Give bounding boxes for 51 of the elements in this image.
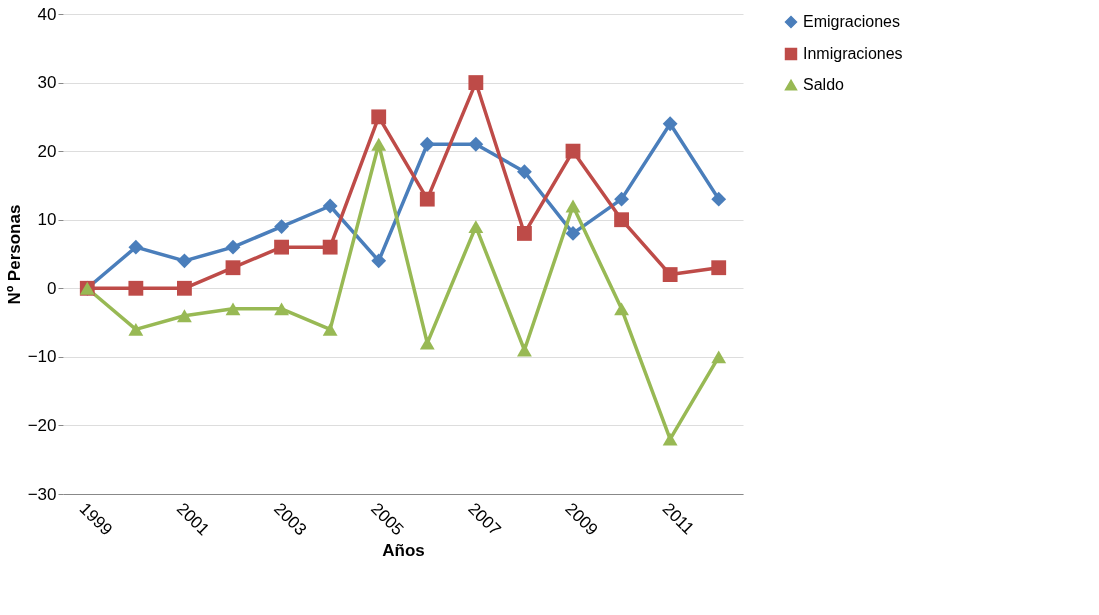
legend-label: Inmigraciones: [803, 45, 903, 62]
point: [662, 267, 678, 282]
point: [177, 280, 192, 296]
point: [274, 219, 289, 234]
point: [468, 75, 484, 90]
point: [177, 309, 192, 323]
point: [517, 164, 532, 180]
point: [274, 239, 289, 255]
point: [225, 239, 241, 255]
point: [371, 137, 387, 151]
point: [614, 191, 629, 207]
point: [565, 143, 581, 159]
y-tick-label: 40: [37, 4, 57, 24]
point: [225, 260, 241, 276]
legend-label: Saldo: [803, 76, 845, 93]
y-tick-label: 10: [37, 210, 57, 230]
y-tick-label: −10: [27, 347, 57, 367]
y-tick-label: 0: [47, 278, 57, 298]
y-tick-label: 20: [37, 141, 57, 161]
point: [225, 302, 241, 316]
point: [128, 323, 144, 336]
point: [711, 350, 727, 364]
point: [128, 239, 144, 255]
point: [517, 343, 532, 357]
point: [371, 253, 387, 269]
point: [711, 260, 727, 276]
point: [128, 280, 144, 296]
point: [419, 191, 435, 207]
point: [371, 109, 387, 125]
point: [565, 199, 581, 213]
point: [274, 302, 289, 316]
point: [517, 226, 532, 241]
point: [419, 136, 435, 152]
point: [614, 212, 629, 228]
point: [419, 336, 435, 350]
point: [662, 116, 678, 132]
y-tick-label: −30: [27, 484, 57, 504]
point: [711, 191, 727, 207]
point: [468, 220, 484, 233]
point: [662, 432, 678, 446]
point: [468, 136, 484, 152]
point: [322, 198, 338, 214]
point: [322, 323, 338, 336]
y-tick-label: 30: [37, 73, 57, 93]
x-axis-title: Años: [382, 540, 425, 560]
point: [177, 253, 192, 269]
point: [614, 302, 629, 316]
legend-label: Emigraciones: [803, 13, 900, 30]
point: [322, 239, 338, 255]
y-tick-label: −20: [27, 415, 57, 435]
y-axis-title: Nº Personas: [4, 204, 24, 305]
